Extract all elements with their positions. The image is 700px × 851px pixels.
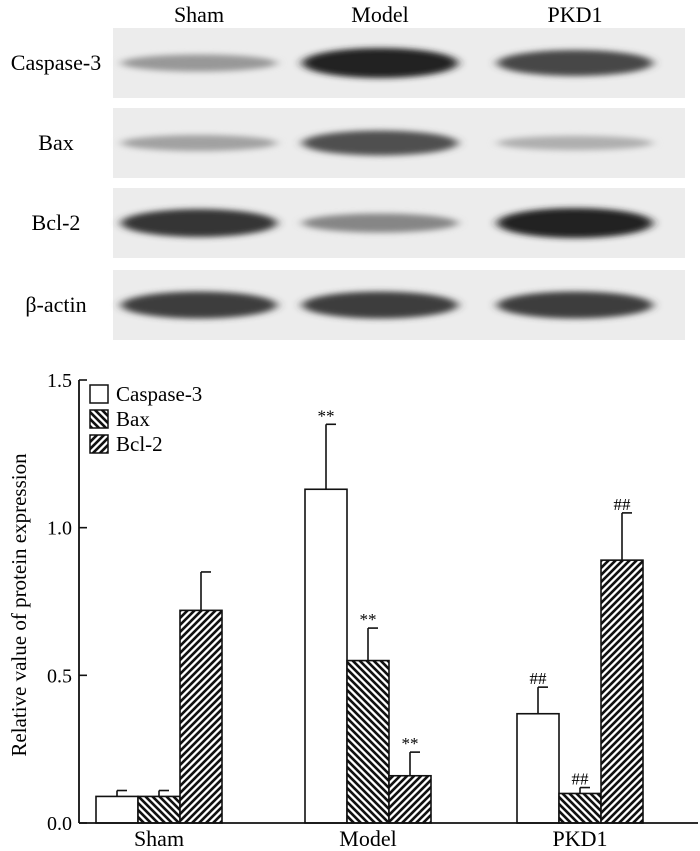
blot-band-model xyxy=(302,130,458,156)
blot-row-label: Bax xyxy=(38,130,73,155)
blot-band-model xyxy=(302,291,458,319)
blot-row-label: β-actin xyxy=(25,292,86,317)
blot-band-sham xyxy=(121,209,277,237)
significance-label: ## xyxy=(614,495,632,514)
western-blot: Sham Model PKD1 Caspase-3 Bax Bcl-2 β-actin xyxy=(11,2,685,340)
legend-entry-caspase-3: Caspase-3 xyxy=(89,382,202,406)
legend-label: Caspase-3 xyxy=(116,382,202,406)
y-axis-label: Relative value of protein expression xyxy=(7,453,31,757)
blot-row-label: Caspase-3 xyxy=(11,50,101,75)
x-tick-label-model: Model xyxy=(339,826,396,851)
significance-label: ** xyxy=(402,734,419,753)
y-tick-label: 0.5 xyxy=(47,665,72,687)
blot-band-model xyxy=(302,48,458,78)
blot-band-pkd1 xyxy=(497,208,653,238)
lane-label-model: Model xyxy=(351,2,408,27)
significance-label: ## xyxy=(530,669,548,688)
axes: 0.0 0.5 1.0 1.5 Sham Model PKD1 xyxy=(47,370,698,851)
x-tick-label-sham: Sham xyxy=(134,826,184,851)
blot-row-label: Bcl-2 xyxy=(32,210,81,235)
bar-bcl-2-sham xyxy=(179,609,223,824)
blot-band-pkd1 xyxy=(497,50,653,76)
bar-bcl-2-model xyxy=(388,774,432,824)
legend-swatch xyxy=(89,384,109,404)
bar-bax-pkd1 xyxy=(558,792,602,824)
bar-bax-sham xyxy=(137,795,181,824)
bars: ** ** ** ## ## ## xyxy=(95,406,644,824)
blot-band-sham xyxy=(121,135,277,151)
significance-label: ** xyxy=(318,406,335,425)
lane-label-pkd1: PKD1 xyxy=(547,2,602,27)
bar-group-pkd1: ## ## ## xyxy=(516,495,644,824)
legend-label: Bax xyxy=(116,407,150,431)
bar-caspase-3-model xyxy=(304,488,348,824)
significance-label: ** xyxy=(360,610,377,629)
x-tick-label-pkd1: PKD1 xyxy=(552,826,607,851)
bar-bcl-2-pkd1 xyxy=(600,559,644,824)
legend-entry-bcl-2: Bcl-2 xyxy=(89,432,163,456)
blot-rows: Caspase-3 Bax Bcl-2 β-actin xyxy=(11,28,685,340)
legend-label: Bcl-2 xyxy=(116,432,163,456)
y-tick-label: 1.0 xyxy=(47,518,72,540)
bar-group-model: ** ** ** xyxy=(304,406,432,824)
bar-group-sham xyxy=(95,571,223,824)
blot-band-sham xyxy=(121,54,277,72)
blot-row-bax: Bax xyxy=(38,108,685,178)
y-tick-label: 1.5 xyxy=(47,370,72,392)
blot-lane-labels: Sham Model PKD1 xyxy=(174,2,603,27)
bar-caspase-3-sham xyxy=(95,795,139,824)
blot-row-bcl-2: Bcl-2 xyxy=(32,188,685,258)
blot-band-model xyxy=(302,213,458,233)
blot-row-actin: β-actin xyxy=(25,270,685,340)
bar-caspase-3-pkd1 xyxy=(516,712,560,824)
legend-entry-bax: Bax xyxy=(89,407,150,431)
y-tick-label: 0.0 xyxy=(47,813,72,835)
blot-row-caspase-3: Caspase-3 xyxy=(11,28,685,98)
legend-swatch xyxy=(89,409,109,429)
lane-label-sham: Sham xyxy=(174,2,224,27)
blot-band-pkd1 xyxy=(497,291,653,319)
significance-label: ## xyxy=(572,770,590,789)
blot-band-pkd1 xyxy=(497,135,653,151)
blot-band-sham xyxy=(121,291,277,319)
bar-chart: Relative value of protein expression ***… xyxy=(7,370,698,851)
legend-swatch xyxy=(89,434,109,454)
bar-bax-model xyxy=(346,659,390,824)
